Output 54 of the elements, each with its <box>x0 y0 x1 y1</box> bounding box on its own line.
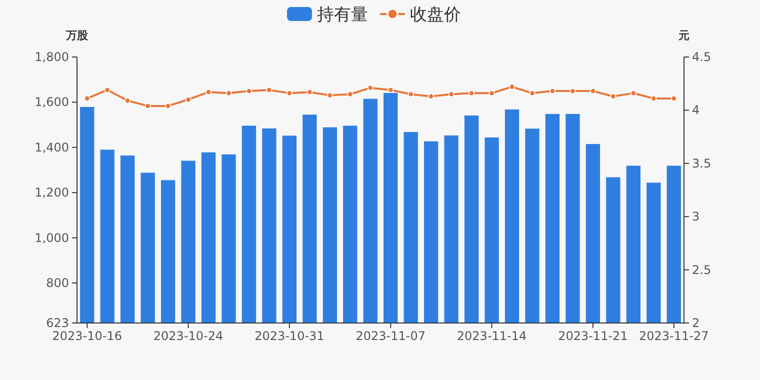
point <box>468 90 475 96</box>
point <box>326 92 333 98</box>
point <box>590 88 596 94</box>
x-tick-label: 2023-11-14 <box>456 329 527 343</box>
point <box>549 88 556 94</box>
point <box>367 84 374 91</box>
point <box>185 96 192 103</box>
y-tick-label: 1,200 <box>34 186 69 200</box>
point <box>448 91 454 98</box>
y2-tick-label: 3 <box>692 210 700 224</box>
point <box>488 90 495 96</box>
point <box>630 90 636 96</box>
legend-label: 收盘价 <box>410 5 461 25</box>
x-tick-label: 2023-10-16 <box>52 329 122 343</box>
y-tick-label: 623 <box>46 316 69 330</box>
point <box>509 84 516 90</box>
x-tick-label: 2023-11-21 <box>558 329 628 343</box>
point <box>650 95 657 102</box>
y-tick-label: 1,600 <box>34 95 69 110</box>
point <box>206 89 212 96</box>
y-tick-label: 1,000 <box>34 230 69 245</box>
x-tick-label: 2023-11-27 <box>639 329 709 343</box>
point <box>529 90 536 96</box>
point <box>104 86 110 93</box>
y-tick-label: 1,400 <box>34 140 69 154</box>
point <box>408 91 414 98</box>
y2-tick-label: 2 <box>692 316 700 330</box>
y2-tick-label: 4 <box>692 103 700 118</box>
point <box>124 98 131 104</box>
point <box>570 88 576 94</box>
point <box>246 88 252 94</box>
y2-tick-label: 2.5 <box>692 262 712 277</box>
point <box>286 90 292 96</box>
x-tick-label: 2023-11-07 <box>356 329 426 343</box>
y-tick-label: 1,800 <box>34 50 69 64</box>
point <box>165 102 172 109</box>
point <box>428 93 434 100</box>
point <box>670 95 677 102</box>
point <box>306 89 313 96</box>
point <box>347 91 354 98</box>
y2-tick-label: 3.5 <box>692 156 712 170</box>
point <box>266 86 272 93</box>
point <box>610 93 616 100</box>
point <box>226 90 232 96</box>
point <box>388 86 394 93</box>
y-tick-label: 800 <box>46 276 69 290</box>
x-tick-label: 2023-10-31 <box>254 329 324 343</box>
y2-axis-title: 元 <box>678 29 690 42</box>
y2-tick-label: 4.5 <box>692 50 712 64</box>
point <box>84 95 90 102</box>
point <box>144 102 151 109</box>
y-axis-title: 万股 <box>65 29 89 42</box>
x-tick-label: 2023-10-24 <box>153 329 224 343</box>
legend-label: 持有量 <box>317 5 368 25</box>
